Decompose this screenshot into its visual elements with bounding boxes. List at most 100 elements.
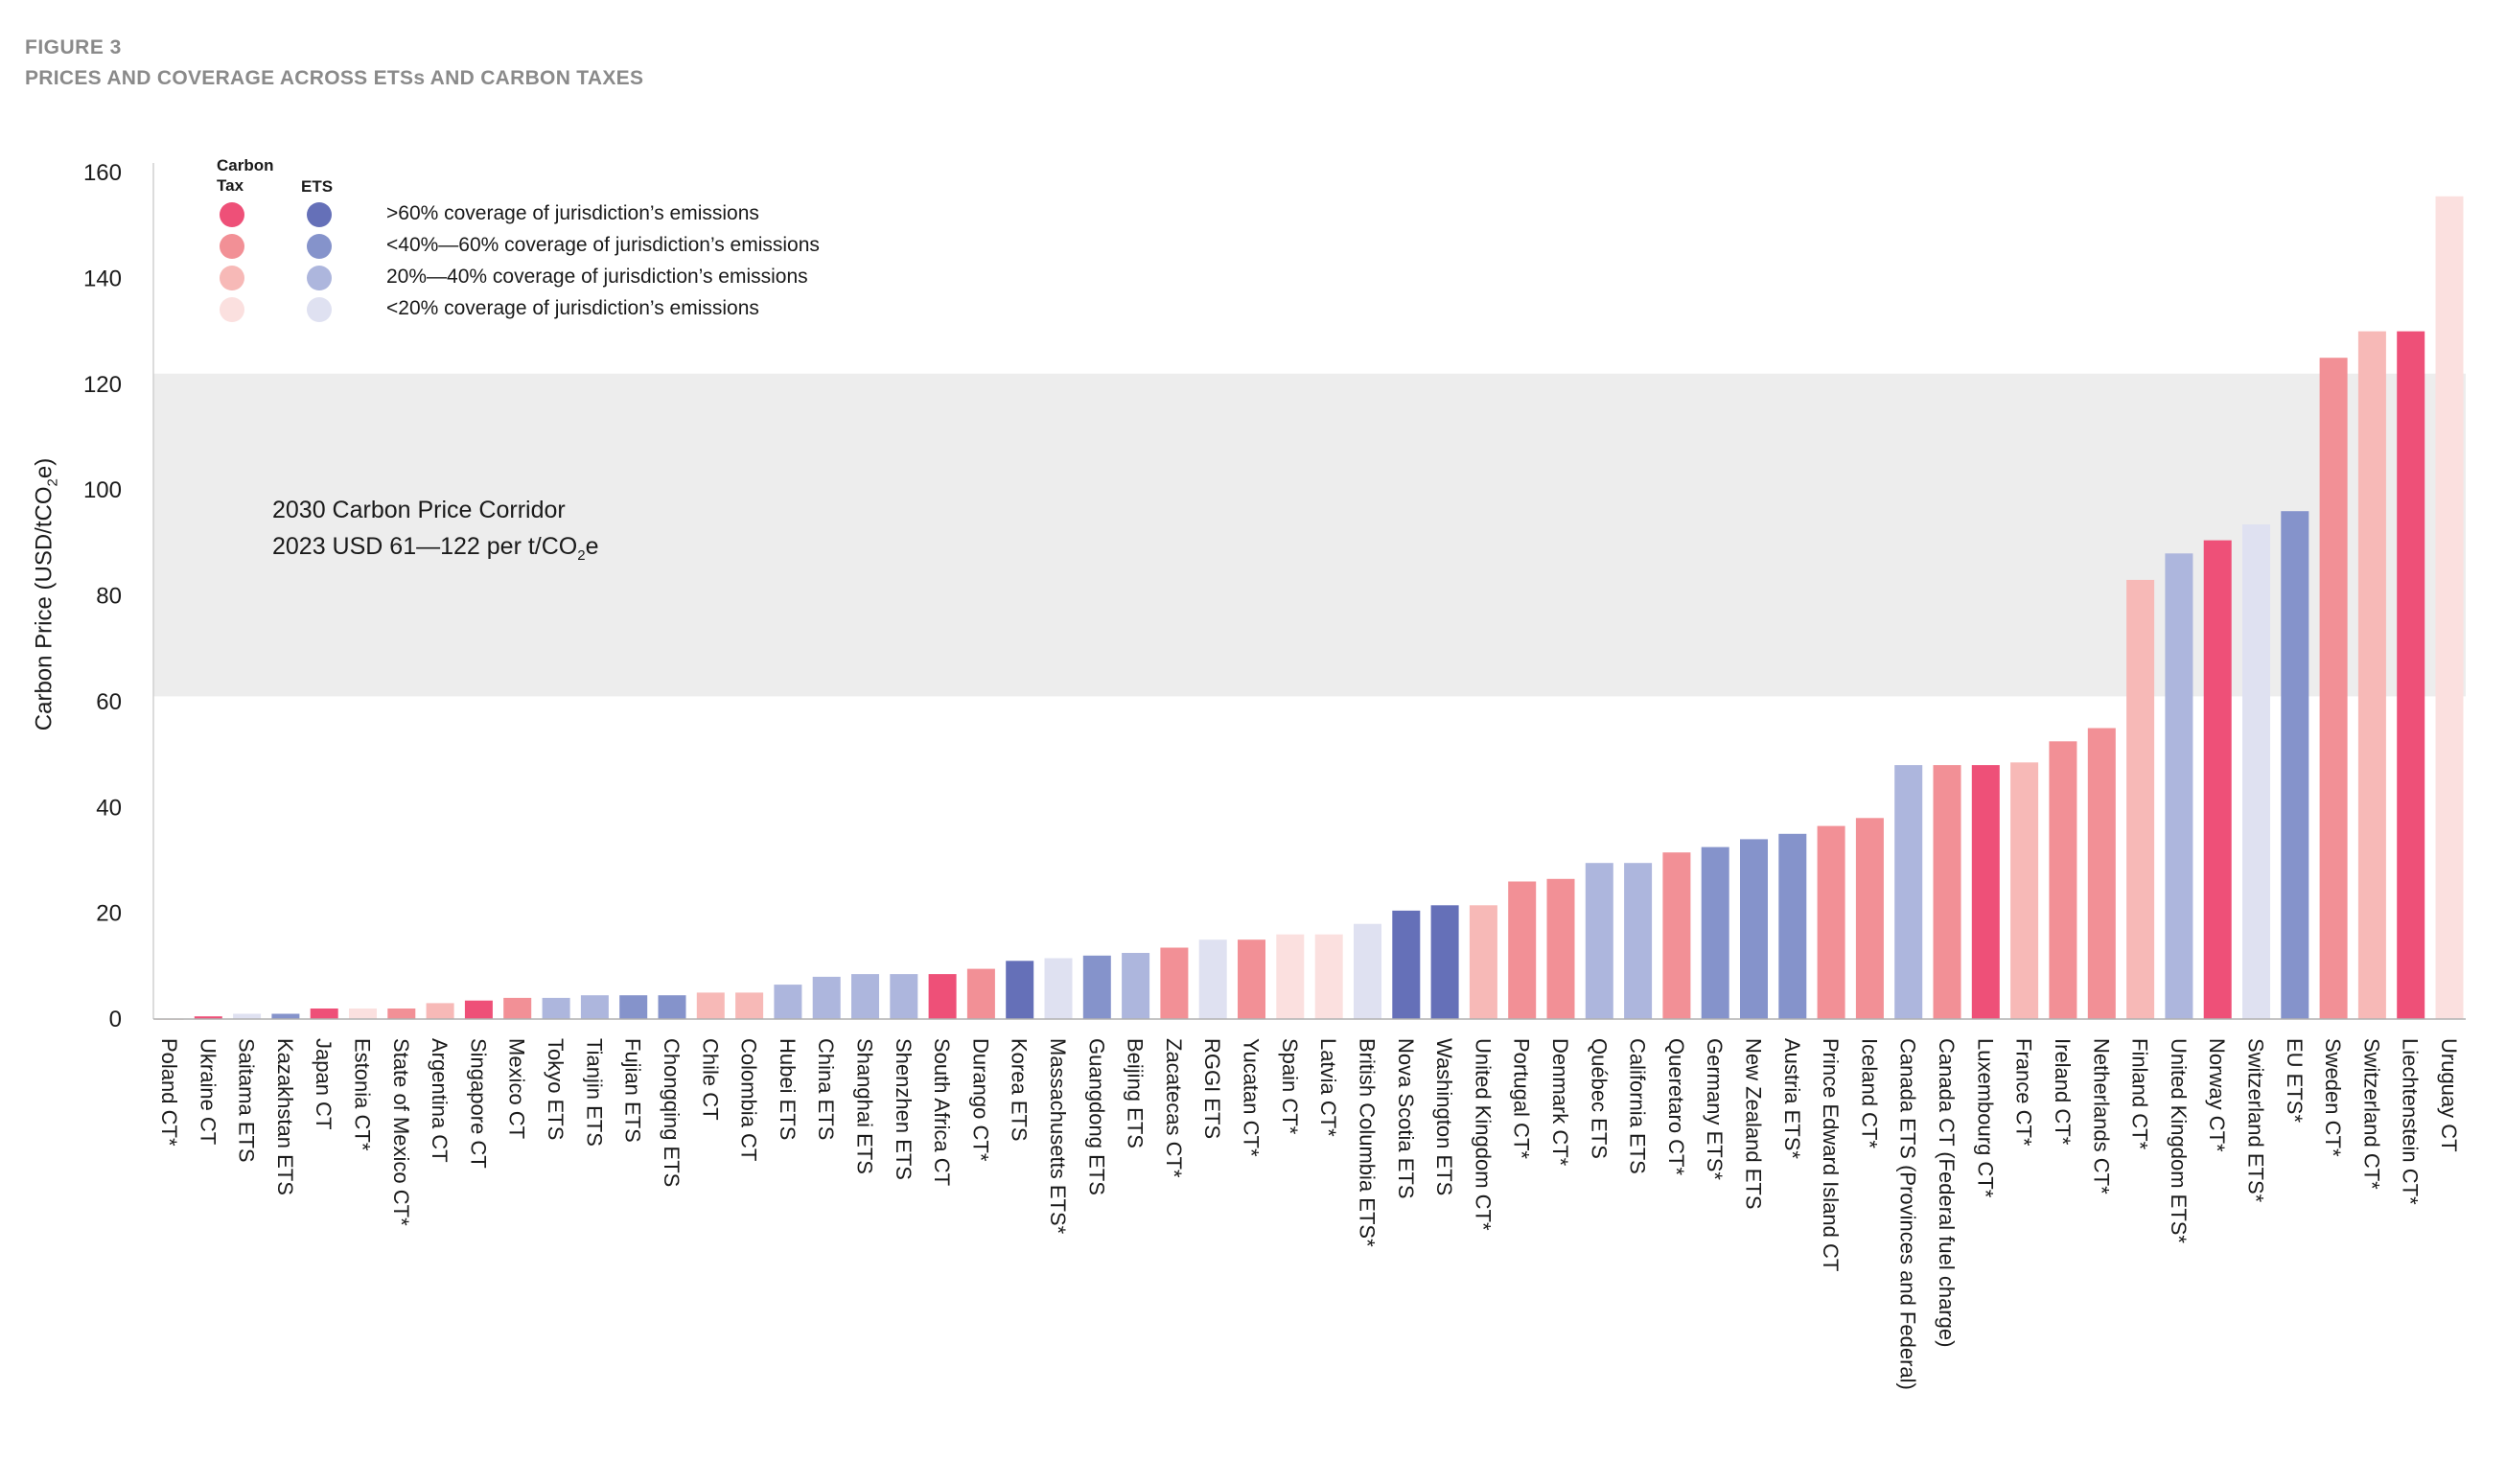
legend-header-ets: ETS <box>301 177 334 196</box>
x-tick-label: Yucatan CT* <box>1240 1038 1264 1157</box>
x-tick-label: Ireland CT* <box>2051 1038 2075 1146</box>
y-tick-label: 40 <box>96 795 122 821</box>
bar <box>1082 955 1111 1019</box>
y-tick-label: 20 <box>96 901 122 927</box>
x-tick-label: California ETS <box>1626 1038 1650 1174</box>
x-tick-label: Chile CT <box>698 1038 722 1121</box>
x-tick-label: Iceland CT* <box>1857 1038 1881 1148</box>
bar <box>1624 863 1653 1019</box>
x-tick-label: British Columbia ETS* <box>1356 1038 1380 1247</box>
x-tick-label: Luxembourg CT* <box>1973 1038 1997 1198</box>
bar <box>1740 839 1768 1019</box>
bar <box>1044 958 1073 1019</box>
legend-dot-ets-high <box>307 202 332 227</box>
x-tick-label: Norway CT* <box>2205 1038 2229 1152</box>
x-tick-label: Korea ETS <box>1008 1038 1032 1142</box>
x-tick-label: Poland CT* <box>157 1038 181 1147</box>
x-tick-label: Prince Edward Island CT <box>1819 1038 1843 1271</box>
x-tick-label: United Kingdom CT* <box>1471 1038 1495 1231</box>
y-tick-label: 140 <box>83 266 122 291</box>
bar <box>774 985 802 1019</box>
corridor-label-line1: 2030 Carbon Price Corridor <box>272 497 566 523</box>
bar <box>1817 825 1845 1019</box>
bar <box>851 974 879 1019</box>
bar <box>1122 953 1150 1019</box>
legend-label-high: >60% coverage of jurisdiction’s emission… <box>386 202 759 224</box>
legend-dot-tax-low <box>220 266 244 290</box>
x-tick-label: RGGI ETS <box>1200 1038 1224 1139</box>
bar <box>1855 818 1884 1019</box>
legend-dot-ets-lowest <box>307 297 332 322</box>
x-tick-label: Fujian ETS <box>621 1038 645 1143</box>
bar <box>1778 833 1807 1019</box>
x-tick-label: Japan CT <box>312 1038 336 1129</box>
x-tick-label: Switzerland CT* <box>2359 1038 2383 1190</box>
bar <box>1160 947 1189 1019</box>
x-tick-label: EU ETS* <box>2283 1038 2307 1123</box>
bar <box>2435 196 2464 1020</box>
legend-dot-ets-low <box>307 266 332 290</box>
legend-label-mid: <40%—60% coverage of jurisdiction’s emis… <box>386 234 820 256</box>
x-tick-label: Sweden CT* <box>2321 1038 2345 1157</box>
x-tick-label: Latvia CT* <box>1316 1038 1340 1137</box>
bar <box>387 1009 416 1019</box>
legend-label-low: 20%—40% coverage of jurisdiction’s emiss… <box>386 266 808 288</box>
bar <box>2010 762 2039 1019</box>
x-tick-label: Tokyo ETS <box>544 1038 568 1140</box>
x-tick-label: Estonia CT* <box>351 1038 375 1151</box>
bar <box>812 976 841 1019</box>
bar <box>696 992 725 1019</box>
bar <box>1276 934 1305 1019</box>
x-tick-label: Washington ETS <box>1432 1038 1456 1195</box>
y-axis-title: Carbon Price (USD/tCO2e) <box>31 457 61 731</box>
x-tick-label: Singapore CT <box>466 1038 490 1169</box>
x-tick-label: Liechtenstein CT* <box>2399 1038 2423 1205</box>
y-tick-label: 60 <box>96 689 122 715</box>
y-axis-ticks: 0 20 40 60 80 100 120 140 160 <box>83 160 122 1032</box>
bar <box>1894 765 1923 1019</box>
bar <box>2357 331 2386 1020</box>
x-axis-labels: Poland CT* Ukraine CT Saitama ETS Kazakhsta… <box>157 1038 2461 1390</box>
bar <box>966 968 995 1019</box>
bar <box>735 992 764 1019</box>
x-tick-label: South Africa CT <box>930 1038 954 1186</box>
y-tick-label: 120 <box>83 372 122 398</box>
x-tick-label: France CT* <box>2012 1038 2036 1147</box>
y-tick-label: 100 <box>83 477 122 503</box>
legend-dot-tax-lowest <box>220 297 244 322</box>
x-tick-label: Zacatecas CT* <box>1162 1038 1186 1178</box>
figure-title: PRICES AND COVERAGE ACROSS ETSs AND CARB… <box>25 67 644 89</box>
bar <box>1314 934 1343 1019</box>
bar <box>542 997 570 1019</box>
bar <box>2397 331 2425 1020</box>
x-tick-label: Netherlands CT* <box>2089 1038 2113 1194</box>
bar <box>2203 540 2232 1019</box>
x-tick-label: Mexico CT <box>505 1038 529 1139</box>
legend-dot-tax-mid <box>220 234 244 259</box>
x-tick-label: United Kingdom ETS* <box>2167 1038 2191 1243</box>
figure-label: FIGURE 3 <box>25 36 122 58</box>
bar-series <box>155 196 2464 1020</box>
bar <box>1508 881 1537 1019</box>
bar <box>1662 852 1691 1019</box>
x-tick-label: New Zealand ETS <box>1742 1038 1766 1210</box>
bar <box>310 1009 338 1019</box>
bar <box>1701 846 1729 1019</box>
x-tick-label: State of Mexico CT* <box>389 1038 413 1226</box>
legend-header-carbon-tax: Carbon Tax <box>217 156 274 195</box>
bar <box>1546 878 1575 1019</box>
bar <box>2049 741 2077 1019</box>
bar <box>928 974 957 1019</box>
x-tick-label: Austria ETS* <box>1780 1038 1804 1159</box>
bar <box>1198 939 1227 1019</box>
bar <box>658 995 686 1019</box>
x-tick-label: Shanghai ETS <box>853 1038 877 1174</box>
y-tick-label: 160 <box>83 160 122 186</box>
bar <box>1971 765 2000 1019</box>
bar <box>233 1013 262 1019</box>
legend-dot-tax-high <box>220 202 244 227</box>
x-tick-label: Hubei ETS <box>776 1038 800 1140</box>
x-tick-label: Durango CT* <box>968 1038 992 1162</box>
x-tick-label: Nova Scotia ETS <box>1394 1038 1418 1199</box>
